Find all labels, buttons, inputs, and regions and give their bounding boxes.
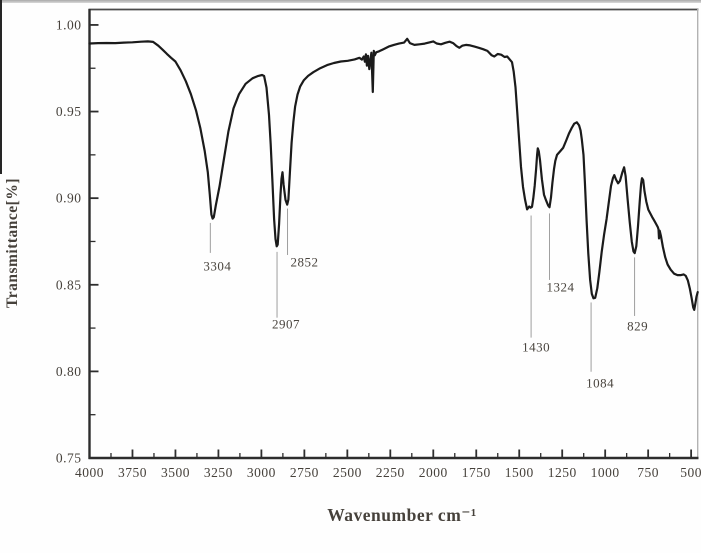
scan-artifact-left-edge [0,0,2,174]
scan-artifact-top-edge [0,0,701,3]
peak-label-2907: 2907 [272,316,300,331]
peak-label-829: 829 [627,319,648,334]
x-tick-label: 3000 [247,465,276,480]
spectrum-curve [88,37,699,311]
x-tick-label: 2500 [333,465,362,480]
x-tick-label: 2000 [419,465,448,480]
peak-label-3304: 3304 [203,259,231,274]
peak-label-1430: 1430 [522,339,550,354]
chart-generated: 4000 3750 3500 3250 3000 2750 2500 2250 2000 1750… [56,8,701,480]
x-tick-label: 4000 [75,465,104,480]
y-tick-label: 0.95 [56,104,82,119]
y-tick-label: 0.80 [56,364,82,379]
x-tick-label: 3500 [161,465,190,480]
x-tick-label: 3250 [204,465,233,480]
x-tick-label: 1250 [548,465,577,480]
y-tick-label: 0.75 [56,451,82,466]
x-tick-label: 2250 [376,465,405,480]
x-axis-title: Wavenumber cm⁻¹ [327,505,477,525]
peak-label-2852: 2852 [291,254,319,269]
y-axis-title: Transmittance[%] [4,178,21,308]
peak-label-1324: 1324 [546,280,574,295]
x-tick-label: 1000 [591,465,620,480]
y-tick-label: 0.85 [56,277,82,292]
x-tick-label: 3750 [118,465,147,480]
x-tick-label: 750 [637,465,659,480]
x-tick-label: 1500 [505,465,534,480]
x-tick-label: 2750 [290,465,319,480]
y-tick-label: 0.90 [56,191,82,206]
x-tick-label: 1750 [462,465,491,480]
y-tick-label: 1.00 [56,17,82,32]
x-tick-label: 500 [680,465,701,480]
peak-label-1084: 1084 [586,376,614,391]
